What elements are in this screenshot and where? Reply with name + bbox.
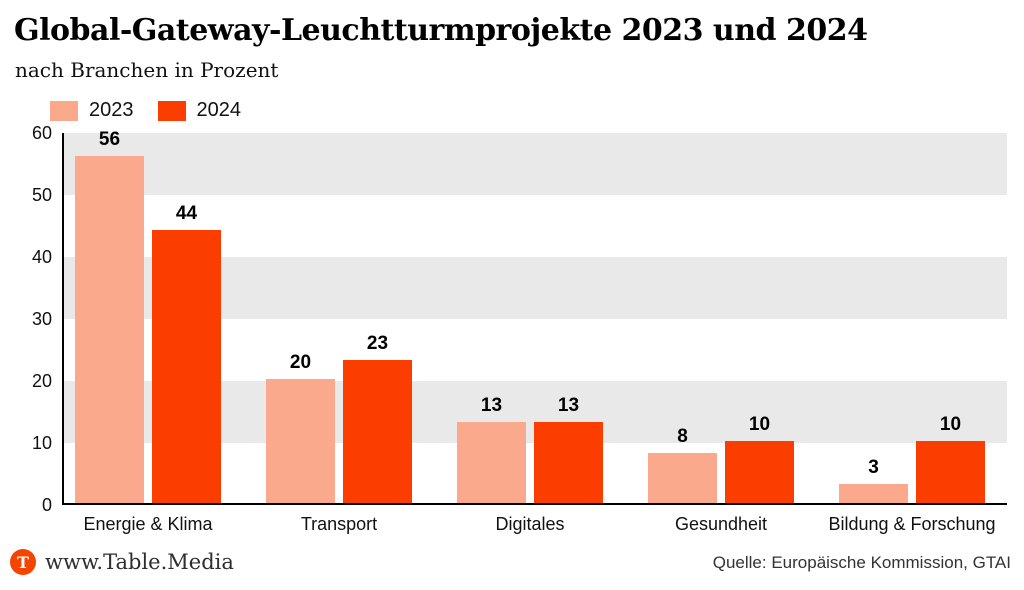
chart-title: Global-Gateway-Leuchtturmprojekte 2023 u… — [14, 13, 868, 48]
plot-area: 0 10 20 30 40 50 60 56 44 Energie & Klima 20 23 Tran… — [32, 124, 1007, 534]
x-axis-category-label: Gesundheit — [674, 514, 768, 534]
bar-2024 — [343, 360, 412, 503]
bar-2023 — [839, 484, 908, 503]
bar-2024 — [534, 422, 603, 503]
bar-value-label: 10 — [748, 414, 771, 435]
bar-value-label: 8 — [677, 426, 688, 448]
bar-2024 — [916, 441, 985, 503]
y-axis-tick-label: 0 — [41, 495, 52, 515]
bar-value-label: 13 — [557, 395, 580, 417]
bar-value-label: 13 — [480, 395, 503, 417]
bar-value-label: 3 — [868, 457, 879, 479]
bar-2023 — [648, 453, 717, 503]
brand: T www.Table.Media — [10, 549, 234, 575]
y-axis-tick-label: 40 — [31, 247, 52, 267]
bar-value-label: 20 — [289, 352, 312, 373]
chart-subtitle: nach Branchen in Prozent — [15, 58, 279, 82]
bar-2024 — [152, 230, 221, 503]
bar-2023 — [266, 379, 335, 503]
y-axis-tick-label: 20 — [31, 371, 52, 391]
source-credit: Quelle: Europäische Kommission, GTAI — [712, 553, 1011, 572]
bar-value-label: 23 — [366, 333, 389, 355]
bar-value-label: 44 — [175, 203, 198, 225]
x-axis-category-label: Digitales — [495, 514, 565, 534]
legend-swatch-2024 — [157, 100, 186, 121]
y-axis-tick-label: 10 — [31, 433, 52, 453]
bar-value-label: 10 — [939, 414, 962, 435]
table-media-logo-icon: T — [10, 549, 36, 575]
bar-2023 — [75, 155, 144, 503]
x-axis-category-label: Energie & Klima — [83, 514, 213, 534]
legend: 2023 2024 — [50, 99, 241, 122]
legend-label-2024: 2024 — [196, 99, 242, 121]
x-axis-category-label: Transport — [300, 514, 378, 534]
y-axis-tick-label: 50 — [31, 185, 52, 205]
bar-2024 — [725, 441, 794, 503]
legend-item-2024: 2024 — [157, 99, 242, 122]
brand-url: www.Table.Media — [45, 550, 234, 574]
grid-band — [64, 133, 1007, 195]
legend-item-2023: 2023 — [50, 99, 134, 122]
legend-swatch-2023 — [50, 100, 78, 121]
y-axis-tick-label: 30 — [31, 309, 52, 329]
grid-band — [64, 257, 1007, 319]
bar-2023 — [457, 422, 526, 503]
x-axis-category-label: Bildung & Forschung — [828, 514, 996, 534]
legend-label-2023: 2023 — [89, 99, 134, 121]
bar-value-label: 56 — [98, 128, 121, 150]
y-axis-tick-label: 60 — [31, 123, 52, 143]
